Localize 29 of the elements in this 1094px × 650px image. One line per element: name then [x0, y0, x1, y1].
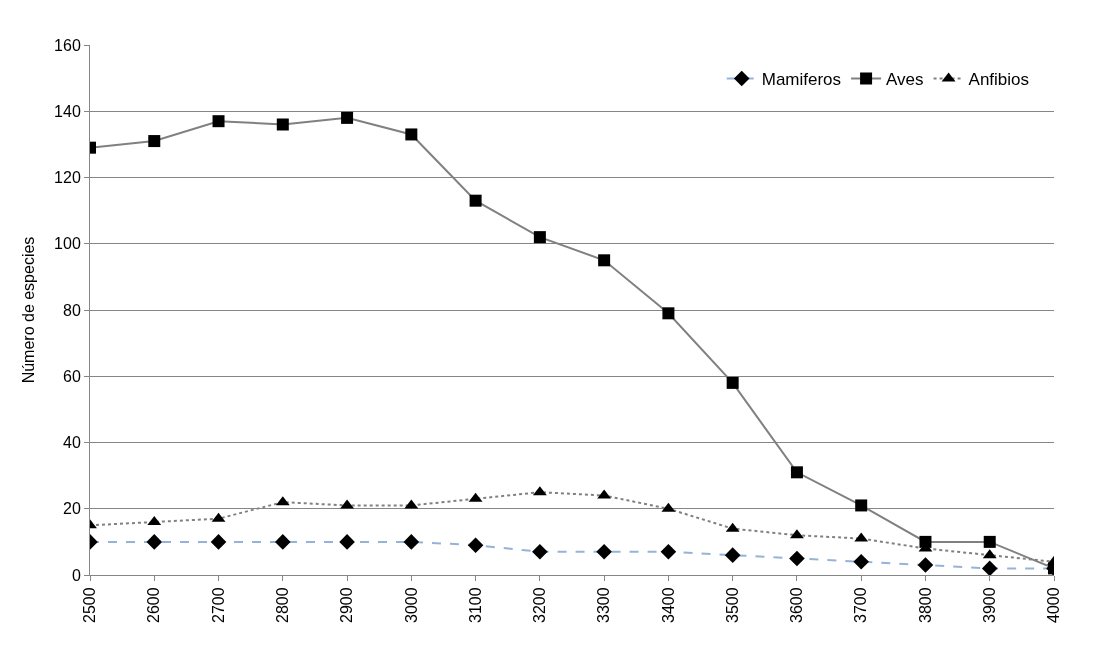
x-tick-label: 3000 — [402, 587, 420, 623]
x-tick-label: 2800 — [274, 587, 291, 623]
y-tick-label: 120 — [54, 169, 81, 187]
y-tick-label: 80 — [63, 301, 81, 319]
y-tick-label: 0 — [71, 566, 81, 584]
y-axis-title: Número de especies — [20, 236, 37, 384]
legend-label: Aves — [886, 70, 924, 90]
x-tick-label: 3500 — [723, 587, 741, 623]
x-tick-label: 3600 — [788, 587, 806, 623]
x-tick-label: 2900 — [338, 587, 356, 623]
legend-label: Anfibios — [968, 70, 1030, 90]
x-tick-label: 3400 — [659, 587, 677, 623]
legend-label: Mamiferos — [761, 70, 842, 90]
x-tick-label: 3900 — [980, 587, 998, 623]
x-tick-label: 3700 — [852, 587, 870, 623]
x-tick-label: 2700 — [209, 587, 227, 623]
y-tick-label: 20 — [63, 500, 81, 518]
x-tick-label: 3300 — [595, 587, 613, 623]
x-tick-label: 3800 — [916, 587, 934, 623]
x-tick-label: 3100 — [466, 587, 484, 623]
y-tick-label: 160 — [54, 36, 81, 54]
y-tick-label: 140 — [54, 102, 81, 120]
y-tick-label: 100 — [54, 235, 81, 253]
x-tick-label: 2500 — [81, 587, 99, 623]
y-tick-label: 40 — [63, 434, 81, 452]
x-tick-label: 4000 — [1045, 587, 1063, 623]
y-tick-label: 60 — [63, 367, 81, 385]
x-tick-label: 3200 — [531, 587, 549, 623]
x-tick-label: 2600 — [145, 587, 163, 623]
